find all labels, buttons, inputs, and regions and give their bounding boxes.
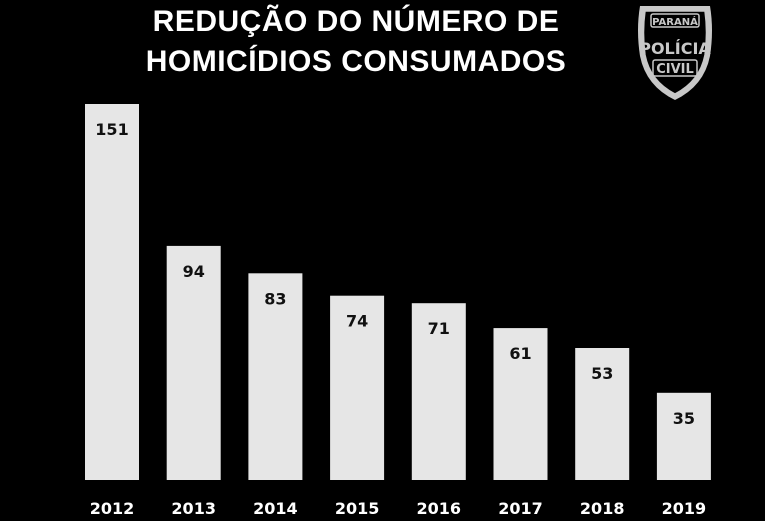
x-tick-label-2016: 2016 [417, 499, 462, 518]
badge-middle-text: POLÍCIA [639, 39, 711, 58]
x-tick-label-2019: 2019 [662, 499, 707, 518]
bar-2018 [575, 348, 630, 480]
chart-title-line-1: REDUÇÃO DO NÚMERO DE [152, 5, 560, 38]
bar-2012 [85, 104, 139, 480]
x-tick-label-2013: 2013 [171, 499, 216, 518]
data-label-2016: 71 [428, 319, 450, 338]
data-label-2014: 83 [264, 289, 286, 308]
bar-2019 [656, 392, 711, 480]
data-label-2012: 151 [95, 120, 128, 139]
data-label-2019: 35 [673, 409, 695, 428]
x-tick-label-2017: 2017 [498, 499, 543, 518]
police-badge-icon: PARANÁ POLÍCIA CIVIL [638, 6, 712, 100]
x-tick-label-2018: 2018 [580, 499, 625, 518]
x-tick-label-2014: 2014 [253, 499, 298, 518]
bar-2013 [166, 245, 221, 480]
chart-title-line-2: HOMICÍDIOS CONSUMADOS [145, 45, 567, 78]
bar-2016 [411, 303, 466, 480]
data-label-2017: 61 [509, 344, 531, 363]
x-tick-label-2012: 2012 [90, 499, 135, 518]
badge-bottom-text: CIVIL [656, 62, 694, 77]
badge-bottom-band [652, 59, 698, 77]
bar-2015 [330, 295, 385, 480]
bar-2017 [493, 328, 548, 480]
data-label-2018: 53 [591, 364, 613, 383]
bar-2014 [248, 273, 303, 480]
badge-top-band [650, 13, 700, 28]
data-label-2015: 74 [346, 312, 368, 331]
chart-title: REDUÇÃO DO NÚMERO DE HOMICÍDIOS CONSUMAD… [0, 2, 712, 82]
x-tick-label-2015: 2015 [335, 499, 380, 518]
badge-top-text: PARANÁ [652, 15, 698, 28]
data-label-2013: 94 [183, 262, 205, 281]
